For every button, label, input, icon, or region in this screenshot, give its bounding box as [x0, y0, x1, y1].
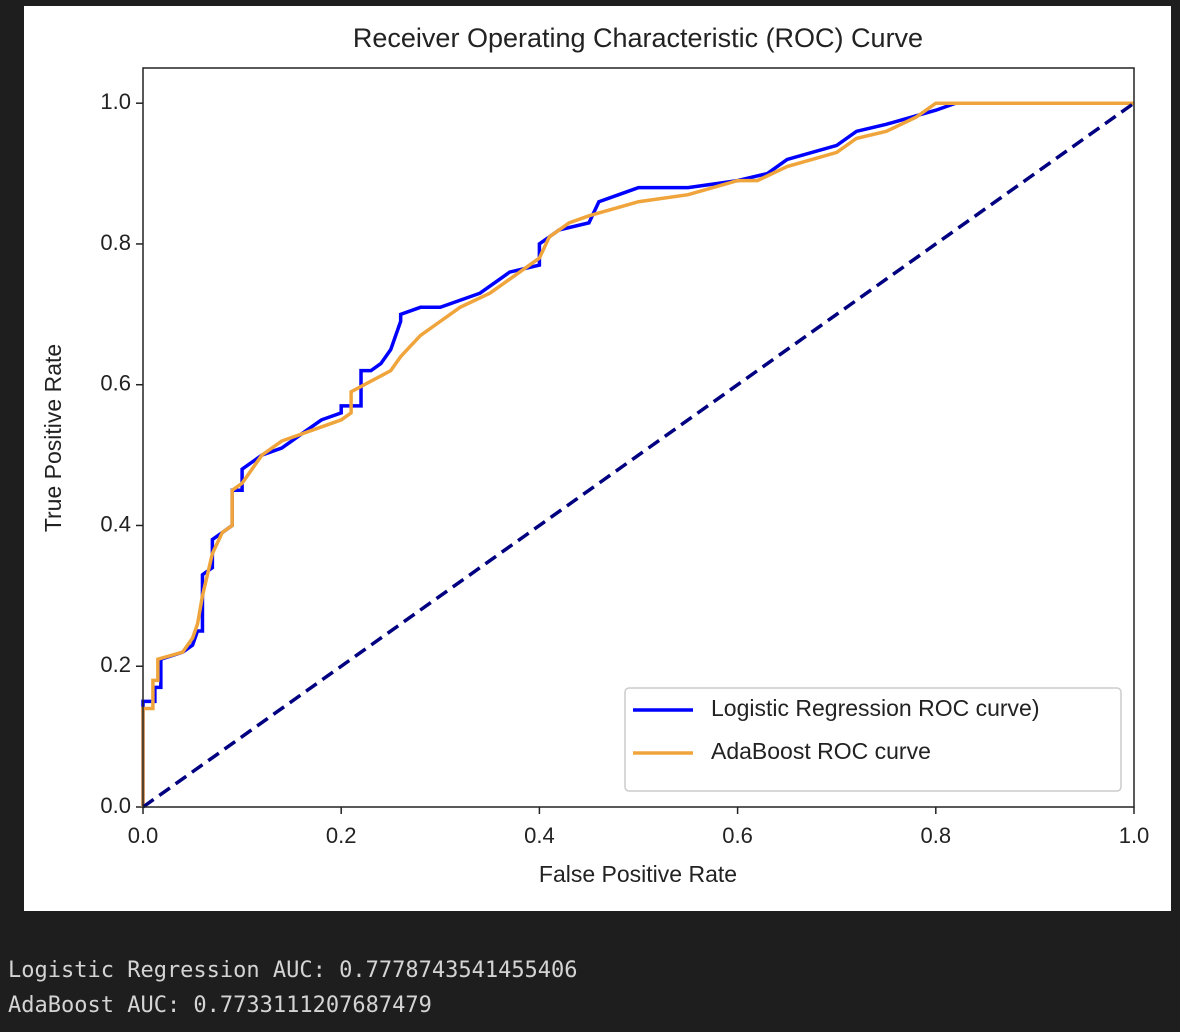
- legend-box: [624, 687, 1122, 792]
- x-tick-label: 0.8: [921, 823, 952, 848]
- axes-frame: [142, 67, 1135, 808]
- y-tick-label: 0.4: [100, 511, 131, 536]
- y-tick-label: 0.2: [100, 652, 131, 677]
- legend-label: AdaBoost ROC curve: [711, 738, 931, 764]
- y-tick-label: 1.0: [100, 89, 131, 114]
- x-tick-label: 0.0: [128, 823, 159, 848]
- y-axis-label: True Positive Rate: [40, 344, 66, 532]
- x-tick-label: 0.2: [326, 823, 357, 848]
- y-tick-label: 0.0: [100, 793, 131, 818]
- roc-line: [141, 101, 1134, 807]
- roc-line: [141, 101, 1136, 809]
- output-line: Logistic Regression AUC: 0.7778743541455…: [8, 958, 578, 983]
- y-tick-label: 0.6: [100, 371, 131, 396]
- x-tick-label: 1.0: [1119, 823, 1150, 848]
- chart-title: Receiver Operating Characteristic (ROC) …: [353, 23, 923, 53]
- x-axis-label: False Positive Rate: [539, 861, 737, 887]
- y-tick-label: 0.8: [100, 230, 131, 255]
- output-line: AdaBoost AUC: 0.7733111207687479: [8, 993, 432, 1018]
- legend-label: Logistic Regression ROC curve): [711, 695, 1040, 721]
- roc-line: [141, 101, 1134, 807]
- x-tick-label: 0.6: [722, 823, 753, 848]
- x-tick-label: 0.4: [524, 823, 555, 848]
